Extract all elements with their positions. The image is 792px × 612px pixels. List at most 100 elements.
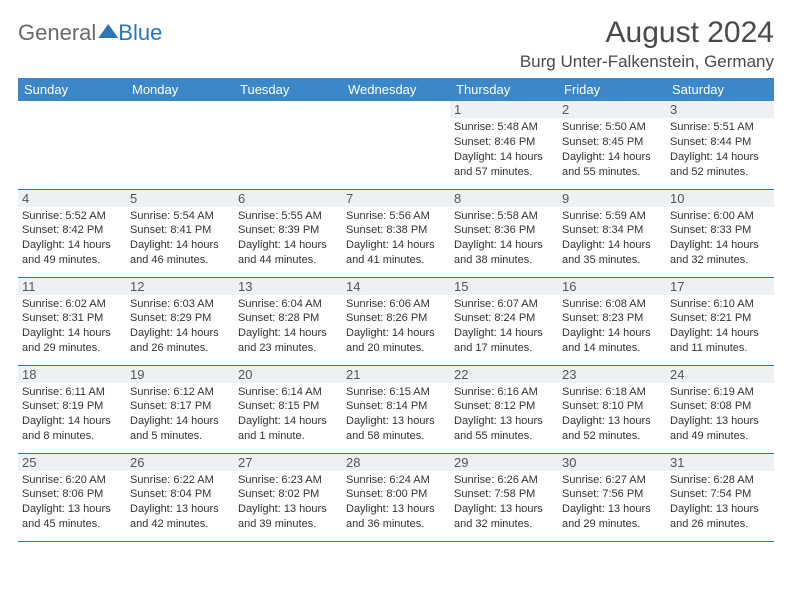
day-number: 20 — [234, 366, 342, 383]
calendar-row: 11 Sunrise: 6:02 AMSunset: 8:31 PMDayligh… — [18, 277, 774, 365]
brand-logo: General Blue — [18, 16, 162, 46]
day-number: 31 — [666, 454, 774, 471]
weekday-header: Monday — [126, 78, 234, 101]
day-number: 27 — [234, 454, 342, 471]
day-number: 21 — [342, 366, 450, 383]
calendar-cell: 15 Sunrise: 6:07 AMSunset: 8:24 PMDayligh… — [450, 277, 558, 365]
day-number: 14 — [342, 278, 450, 295]
calendar-header-row: SundayMondayTuesdayWednesdayThursdayFrid… — [18, 78, 774, 101]
day-number: 30 — [558, 454, 666, 471]
calendar-cell: 29Sunrise: 6:26 AMSunset: 7:58 PMDayligh… — [450, 453, 558, 541]
calendar-cell: 20 Sunrise: 6:14 AMSunset: 8:15 PMDayligh… — [234, 365, 342, 453]
day-number: 22 — [450, 366, 558, 383]
day-info: Sunrise: 5:55 AMSunset: 8:39 PMDaylight:… — [238, 209, 338, 268]
calendar-cell: 4 Sunrise: 5:52 AMSunset: 8:42 PMDaylight… — [18, 189, 126, 277]
day-number: 2 — [558, 101, 666, 118]
location-line: Burg Unter-Falkenstein, Germany — [520, 52, 774, 72]
calendar-cell: 21 Sunrise: 6:15 AMSunset: 8:14 PMDayligh… — [342, 365, 450, 453]
day-number: 7 — [342, 190, 450, 207]
calendar-cell: 6 Sunrise: 5:55 AMSunset: 8:39 PMDaylight… — [234, 189, 342, 277]
day-info: Sunrise: 5:56 AMSunset: 8:38 PMDaylight:… — [346, 209, 446, 268]
weekday-header: Wednesday — [342, 78, 450, 101]
day-number: 15 — [450, 278, 558, 295]
day-info: Sunrise: 6:00 AMSunset: 8:33 PMDaylight:… — [670, 209, 770, 268]
day-info: Sunrise: 6:27 AMSunset: 7:56 PMDaylight:… — [562, 473, 662, 532]
day-info: Sunrise: 6:20 AMSunset: 8:06 PMDaylight:… — [22, 473, 122, 532]
day-number: 6 — [234, 190, 342, 207]
brand-text-general: General — [18, 20, 96, 46]
day-info: Sunrise: 6:18 AMSunset: 8:10 PMDaylight:… — [562, 385, 662, 444]
day-number: 5 — [126, 190, 234, 207]
calendar-row: 25 Sunrise: 6:20 AMSunset: 8:06 PMDayligh… — [18, 453, 774, 541]
calendar-cell: 9Sunrise: 5:59 AMSunset: 8:34 PMDaylight… — [558, 189, 666, 277]
brand-text-blue: Blue — [118, 20, 162, 46]
day-number: 8 — [450, 190, 558, 207]
day-info: Sunrise: 6:03 AMSunset: 8:29 PMDaylight:… — [130, 297, 230, 356]
day-info: Sunrise: 6:07 AMSunset: 8:24 PMDaylight:… — [454, 297, 554, 356]
calendar-cell: 24Sunrise: 6:19 AMSunset: 8:08 PMDayligh… — [666, 365, 774, 453]
day-info: Sunrise: 6:10 AMSunset: 8:21 PMDaylight:… — [670, 297, 770, 356]
calendar-cell — [18, 101, 126, 189]
calendar-row: 1 Sunrise: 5:48 AMSunset: 8:46 PMDaylight… — [18, 101, 774, 189]
day-info: Sunrise: 5:59 AMSunset: 8:34 PMDaylight:… — [562, 209, 662, 268]
day-info: Sunrise: 6:22 AMSunset: 8:04 PMDaylight:… — [130, 473, 230, 532]
day-info: Sunrise: 6:06 AMSunset: 8:26 PMDaylight:… — [346, 297, 446, 356]
calendar-cell: 1 Sunrise: 5:48 AMSunset: 8:46 PMDaylight… — [450, 101, 558, 189]
day-number: 17 — [666, 278, 774, 295]
calendar-cell: 23Sunrise: 6:18 AMSunset: 8:10 PMDayligh… — [558, 365, 666, 453]
day-number: 24 — [666, 366, 774, 383]
day-info: Sunrise: 6:16 AMSunset: 8:12 PMDaylight:… — [454, 385, 554, 444]
calendar-cell: 18Sunrise: 6:11 AMSunset: 8:19 PMDayligh… — [18, 365, 126, 453]
weekday-header: Sunday — [18, 78, 126, 101]
calendar-cell: 2Sunrise: 5:50 AMSunset: 8:45 PMDaylight… — [558, 101, 666, 189]
calendar-cell: 16 Sunrise: 6:08 AMSunset: 8:23 PMDayligh… — [558, 277, 666, 365]
weekday-header: Friday — [558, 78, 666, 101]
day-number: 1 — [450, 101, 558, 118]
day-info: Sunrise: 6:14 AMSunset: 8:15 PMDaylight:… — [238, 385, 338, 444]
brand-triangle-icon — [98, 24, 118, 38]
calendar-cell: 22 Sunrise: 6:16 AMSunset: 8:12 PMDayligh… — [450, 365, 558, 453]
day-info: Sunrise: 6:24 AMSunset: 8:00 PMDaylight:… — [346, 473, 446, 532]
day-number: 29 — [450, 454, 558, 471]
day-info: Sunrise: 6:02 AMSunset: 8:31 PMDaylight:… — [22, 297, 122, 356]
weekday-header: Saturday — [666, 78, 774, 101]
calendar-cell: 7 Sunrise: 5:56 AMSunset: 8:38 PMDaylight… — [342, 189, 450, 277]
calendar-body: 1 Sunrise: 5:48 AMSunset: 8:46 PMDaylight… — [18, 101, 774, 541]
day-number: 26 — [126, 454, 234, 471]
day-number: 12 — [126, 278, 234, 295]
calendar-cell: 31Sunrise: 6:28 AMSunset: 7:54 PMDayligh… — [666, 453, 774, 541]
title-block: August 2024 Burg Unter-Falkenstein, Germ… — [520, 16, 774, 72]
day-number: 3 — [666, 101, 774, 118]
day-info: Sunrise: 5:51 AMSunset: 8:44 PMDaylight:… — [670, 120, 770, 179]
day-info: Sunrise: 6:23 AMSunset: 8:02 PMDaylight:… — [238, 473, 338, 532]
calendar-cell: 12 Sunrise: 6:03 AMSunset: 8:29 PMDayligh… — [126, 277, 234, 365]
day-number: 25 — [18, 454, 126, 471]
day-number: 4 — [18, 190, 126, 207]
calendar-cell: 19 Sunrise: 6:12 AMSunset: 8:17 PMDayligh… — [126, 365, 234, 453]
day-info: Sunrise: 6:15 AMSunset: 8:14 PMDaylight:… — [346, 385, 446, 444]
calendar-row: 18Sunrise: 6:11 AMSunset: 8:19 PMDayligh… — [18, 365, 774, 453]
day-number: 10 — [666, 190, 774, 207]
calendar-cell: 11 Sunrise: 6:02 AMSunset: 8:31 PMDayligh… — [18, 277, 126, 365]
day-info: Sunrise: 5:48 AMSunset: 8:46 PMDaylight:… — [454, 120, 554, 179]
day-info: Sunrise: 5:52 AMSunset: 8:42 PMDaylight:… — [22, 209, 122, 268]
calendar-cell: 26 Sunrise: 6:22 AMSunset: 8:04 PMDayligh… — [126, 453, 234, 541]
day-number: 16 — [558, 278, 666, 295]
day-number: 11 — [18, 278, 126, 295]
day-info: Sunrise: 6:12 AMSunset: 8:17 PMDaylight:… — [130, 385, 230, 444]
calendar-cell: 25 Sunrise: 6:20 AMSunset: 8:06 PMDayligh… — [18, 453, 126, 541]
weekday-header: Tuesday — [234, 78, 342, 101]
day-number: 13 — [234, 278, 342, 295]
calendar-cell: 8Sunrise: 5:58 AMSunset: 8:36 PMDaylight… — [450, 189, 558, 277]
calendar-cell: 14 Sunrise: 6:06 AMSunset: 8:26 PMDayligh… — [342, 277, 450, 365]
calendar-cell — [234, 101, 342, 189]
calendar-cell: 5Sunrise: 5:54 AMSunset: 8:41 PMDaylight… — [126, 189, 234, 277]
day-number: 18 — [18, 366, 126, 383]
calendar-cell — [126, 101, 234, 189]
day-number: 28 — [342, 454, 450, 471]
calendar-cell: 3 Sunrise: 5:51 AMSunset: 8:44 PMDaylight… — [666, 101, 774, 189]
day-number: 19 — [126, 366, 234, 383]
calendar-cell: 10 Sunrise: 6:00 AMSunset: 8:33 PMDayligh… — [666, 189, 774, 277]
calendar-cell: 30 Sunrise: 6:27 AMSunset: 7:56 PMDayligh… — [558, 453, 666, 541]
day-info: Sunrise: 6:08 AMSunset: 8:23 PMDaylight:… — [562, 297, 662, 356]
